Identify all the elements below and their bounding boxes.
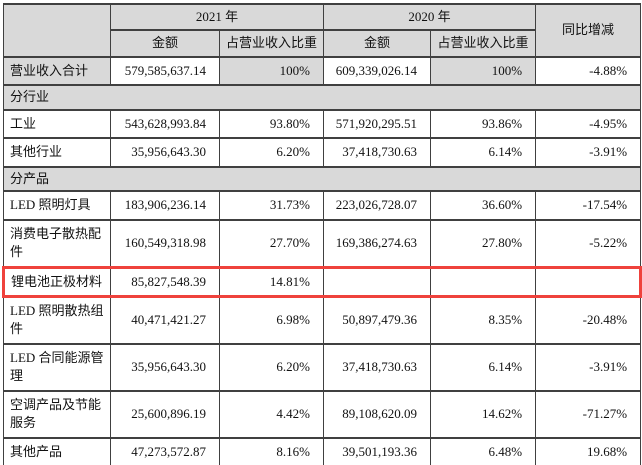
cell-2020-amount [323, 265, 432, 299]
table-row: 其他产品 47,273,572.87 8.16% 39,501,193.36 6.48%… [3, 436, 642, 465]
section-label: 分行业 [2, 84, 642, 111]
cell-2021-ratio: 6.20% [218, 342, 325, 392]
cell-yoy-change: 19.68% [535, 436, 642, 465]
cell-yoy-change: -4.95% [535, 108, 642, 140]
cell-2020-ratio: 27.80% [430, 218, 537, 269]
row-label: LED 照明灯具 [3, 190, 111, 221]
row-label: 营业收入合计 [3, 55, 111, 87]
header-year-2021: 2021 年 [109, 2, 325, 32]
cell-2020-amount: 571,920,295.51 [323, 108, 432, 140]
table-row: 营业收入合计 579,585,637.14 100% 609,339,026.14 10… [3, 55, 642, 87]
row-label: 其他行业 [3, 137, 111, 168]
row-label: LED 合同能源管理 [3, 342, 111, 392]
cell-2020-ratio: 36.60% [430, 190, 537, 221]
table-row: LED 照明散热组件 40,471,421.27 6.98% 50,897,479.3… [3, 295, 642, 345]
cell-2021-amount: 543,628,993.84 [110, 108, 220, 140]
header-2021-amount: 金额 [110, 29, 220, 58]
cell-2021-ratio: 4.42% [218, 389, 325, 439]
header-2020-amount: 金额 [323, 29, 432, 58]
cell-2021-ratio: 6.98% [218, 295, 325, 345]
cell-2021-ratio: 27.70% [218, 218, 325, 269]
cell-2020-ratio [430, 265, 537, 299]
table-row: 工业 543,628,993.84 93.80% 571,920,295.51 93.8… [3, 108, 642, 140]
cell-2021-ratio: 6.20% [218, 137, 325, 168]
header-2020-ratio: 占营业收入比重 [430, 29, 537, 58]
cell-2021-ratio: 93.80% [218, 108, 325, 140]
cell-2020-amount: 39,501,193.36 [323, 436, 432, 465]
section-row: 分行业 [2, 84, 642, 111]
cell-2021-amount: 35,956,643.30 [110, 342, 220, 392]
header-empty-cell [3, 3, 111, 58]
cell-yoy-change: -71.27% [535, 389, 642, 439]
section-label: 分产品 [2, 165, 642, 193]
cell-yoy-change: -5.22% [535, 218, 642, 269]
cell-yoy-change: -20.48% [535, 295, 642, 345]
cell-2020-amount: 37,418,730.63 [323, 342, 432, 392]
table-row: 其他行业 35,956,643.30 6.20% 37,418,730.63 6.14%… [3, 137, 642, 168]
table-row: LED 照明灯具 183,906,236.14 31.73% 223,026,728.… [3, 190, 642, 221]
cell-2021-ratio: 31.73% [218, 190, 325, 221]
cell-2021-ratio: 100% [218, 55, 325, 87]
header-2021-ratio: 占营业收入比重 [218, 29, 325, 58]
row-label: 空调产品及节能服务 [3, 389, 111, 439]
cell-2020-amount: 223,026,728.07 [323, 190, 432, 221]
cell-2020-amount: 50,897,479.36 [323, 295, 432, 345]
table-row: LED 合同能源管理 35,956,643.30 6.20% 37,418,730.6… [3, 342, 642, 392]
table-row: 空调产品及节能服务 25,600,896.19 4.42% 89,108,620.09… [3, 389, 642, 439]
cell-2020-ratio: 8.35% [430, 295, 537, 345]
cell-2021-ratio: 14.81% [218, 265, 325, 299]
row-label: 其他产品 [3, 436, 111, 465]
cell-yoy-change: -3.91% [535, 137, 642, 168]
cell-2020-ratio: 6.14% [430, 137, 537, 168]
cell-2020-amount: 169,386,274.63 [323, 218, 432, 269]
table-body: 营业收入合计 579,585,637.14 100% 609,339,026.14 10… [2, 55, 642, 465]
header-row-metrics: 金额 占营业收入比重 金额 占营业收入比重 [4, 29, 641, 58]
header-row-years: 2021 年 2020 年 同比增减 [3, 2, 642, 58]
cell-2020-amount: 37,418,730.63 [323, 137, 432, 168]
row-label: LED 照明散热组件 [3, 295, 111, 345]
row-label: 工业 [3, 108, 111, 140]
cell-2021-ratio: 8.16% [218, 436, 325, 465]
table-row: 消费电子散热配件 160,549,318.98 27.70% 169,386,274.… [3, 218, 642, 269]
header-year-2020: 2020 年 [323, 2, 537, 32]
highlighted-row: 锂电池正极材料 85,827,548.39 14.81% [2, 265, 642, 299]
cell-2020-ratio: 14.62% [430, 389, 537, 439]
cell-2021-amount: 85,827,548.39 [110, 265, 220, 299]
cell-yoy-change [535, 265, 642, 299]
cell-2020-ratio: 6.14% [430, 342, 537, 392]
cell-2021-amount: 579,585,637.14 [110, 55, 220, 87]
header-yoy-change: 同比增减 [535, 3, 642, 58]
cell-2021-amount: 47,273,572.87 [110, 436, 220, 465]
cell-2021-amount: 160,549,318.98 [110, 218, 220, 269]
section-row: 分产品 [2, 165, 642, 193]
cell-2020-ratio: 6.48% [430, 436, 537, 465]
cell-2021-amount: 183,906,236.14 [110, 190, 220, 221]
cell-2020-ratio: 93.86% [430, 108, 537, 140]
cell-2020-ratio: 100% [430, 55, 537, 87]
cell-2020-amount: 609,339,026.14 [323, 55, 432, 87]
cell-2021-amount: 40,471,421.27 [110, 295, 220, 345]
cell-2020-amount: 89,108,620.09 [323, 389, 432, 439]
cell-yoy-change: -17.54% [535, 190, 642, 221]
cell-2021-amount: 35,956,643.30 [110, 137, 220, 168]
cell-yoy-change: -4.88% [535, 55, 642, 87]
cell-yoy-change: -3.91% [535, 342, 642, 392]
cell-2021-amount: 25,600,896.19 [110, 389, 220, 439]
row-label: 消费电子散热配件 [3, 218, 111, 269]
table-header: 2021 年 2020 年 同比增减 金额 占营业收入比重 金额 占营业收入比重 [3, 2, 642, 58]
row-label: 锂电池正极材料 [2, 265, 111, 299]
